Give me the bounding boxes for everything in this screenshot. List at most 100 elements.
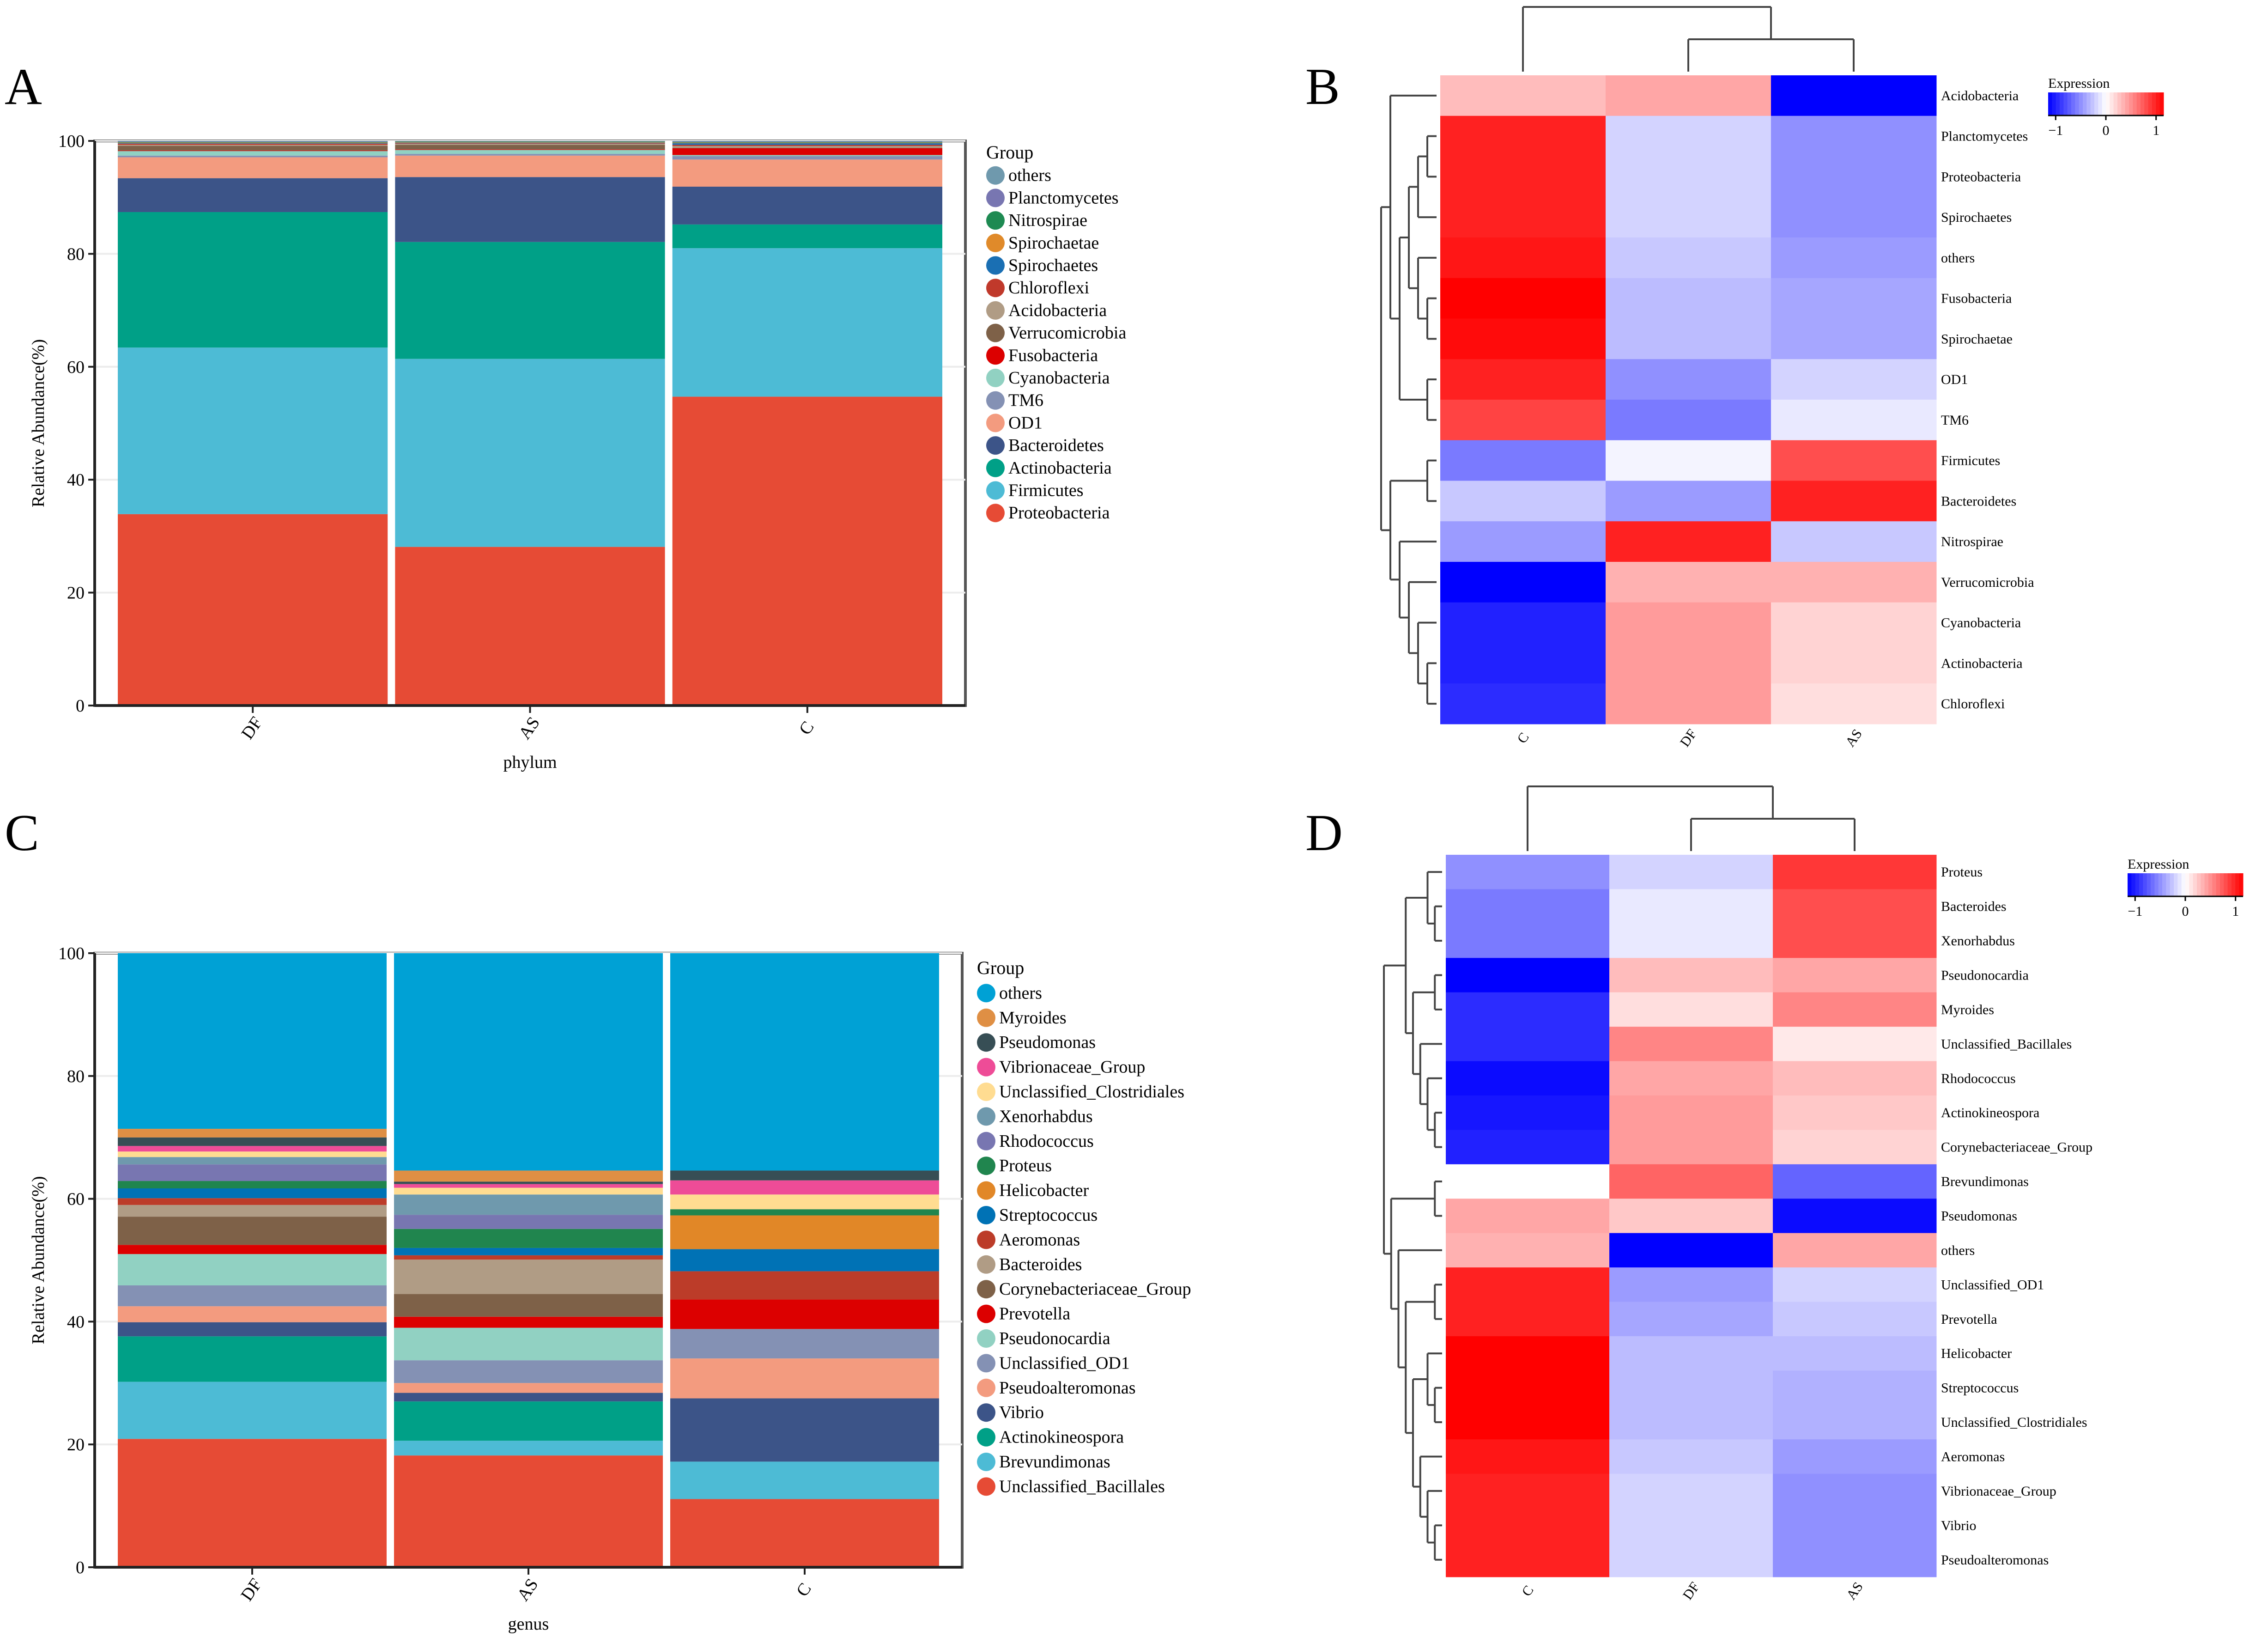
bar-segment-C-Unclassified_Clostridiales — [670, 1194, 939, 1210]
legend-label-Vibrionaceae_Group: Vibrionaceae_Group — [999, 1058, 1145, 1077]
legend-swatch-Nitrospirae — [986, 211, 1005, 230]
heatmap-legend-gradient-step — [2131, 873, 2136, 896]
heatmap-cell-Proteus-AS — [1773, 855, 1937, 889]
heatmap-legend-gradient-step — [2216, 873, 2220, 896]
bar-segment-AS-Streptococcus — [394, 1248, 663, 1255]
legend-swatch-Unclassified_OD1 — [977, 1354, 995, 1373]
legend-label-Acidobacteria: Acidobacteria — [1008, 301, 1107, 320]
heatmap-legend-gradient-step — [2075, 92, 2080, 116]
heatmap-cell-Rhodococcus-AS — [1773, 1061, 1937, 1096]
heatmap-legend-tick-label: 1 — [2153, 123, 2159, 138]
bar-segment-AS-Xenorhabdus — [394, 1194, 663, 1215]
bar-segment-DF-OD1 — [118, 157, 388, 178]
heatmap-cell-Bacteroidetes-AS — [1771, 481, 1937, 522]
row-label: others — [1941, 250, 1975, 266]
bar-segment-DF-Vibrionaceae_Group — [118, 1146, 387, 1152]
legend-swatch-Pseudonocardia — [977, 1329, 995, 1348]
bar-segment-C-Aeromonas — [670, 1271, 939, 1300]
row-label: Cyanobacteria — [1941, 615, 2021, 631]
heatmap-legend-gradient-step — [2159, 92, 2164, 116]
row-label: Actinobacteria — [1941, 656, 2023, 671]
bar-segment-DF-Cyanobacteria — [118, 151, 388, 156]
bar-segment-DF-Unclassified_Clostridiales — [118, 1151, 387, 1157]
bar-segment-AS-Rhodococcus — [394, 1215, 663, 1229]
bar-segment-DF-Chloroflexi — [118, 144, 388, 145]
row-label: Aeromonas — [1941, 1449, 2005, 1465]
bar-segment-AS-Chloroflexi — [395, 143, 665, 144]
heatmap-cell-Pseudoalteromonas-DF — [1609, 1542, 1773, 1577]
heatmap-cell-Vibrio-AS — [1773, 1508, 1937, 1543]
heatmap-cell-Actinobacteria-AS — [1771, 643, 1937, 684]
heatmap-cell-Unclassified_OD1-DF — [1609, 1267, 1773, 1302]
y-tick-label: 80 — [67, 1067, 85, 1086]
bar-segment-AS-Corynebacteriaceae_Group — [394, 1294, 663, 1317]
bar-segment-DF-Acidobacteria — [118, 145, 388, 146]
heatmap-legend-gradient-step — [2102, 92, 2106, 116]
row-label: Brevundimonas — [1941, 1174, 2029, 1189]
row-label: TM6 — [1941, 413, 1969, 428]
heatmap-cell-Spirochaetae-AS — [1771, 318, 1937, 359]
heatmap-legend-title: Expression — [2128, 857, 2189, 872]
legend-swatch-Myroides — [977, 1008, 995, 1027]
heatmap-cell-Unclassified_Clostridiales-DF — [1609, 1405, 1773, 1440]
heatmap-legend-gradient-step — [2098, 92, 2103, 116]
heatmap-legend-gradient-step — [2212, 873, 2217, 896]
heatmap-legend-gradient-step — [2185, 873, 2189, 896]
heatmap-cell-Acidobacteria-C — [1440, 75, 1606, 116]
bar-segment-AS-others — [394, 953, 663, 1171]
heatmap-cell-Unclassified_Bacillales-AS — [1773, 1027, 1937, 1062]
bar-segment-C-Unclassified_Bacillales — [670, 1499, 939, 1567]
bar-segment-C-Spirochaetes — [672, 143, 942, 145]
legend-label-Cyanobacteria: Cyanobacteria — [1008, 368, 1110, 388]
row-label: Proteobacteria — [1941, 169, 2021, 184]
heatmap-cell-Streptococcus-C — [1446, 1370, 1610, 1406]
legend-swatch-Xenorhabdus — [977, 1107, 995, 1126]
bar-segment-AS-Planctomycetes — [395, 141, 665, 142]
heatmap-cell-Cyanobacteria-DF — [1606, 602, 1771, 643]
legend-label-Actinokineospora: Actinokineospora — [999, 1428, 1124, 1447]
bar-segment-AS-Pseudonocardia — [394, 1327, 663, 1361]
bar-segment-DF-Pseudomonas — [118, 1137, 387, 1146]
heatmap-legend-gradient-step — [2224, 873, 2228, 896]
y-tick-label: 20 — [67, 1435, 85, 1454]
bar-segment-DF-Vibrio — [118, 1322, 387, 1337]
legend-swatch-Bacteroidetes — [986, 436, 1005, 455]
heatmap-cell-Bacteroides-AS — [1773, 889, 1937, 924]
heatmap-legend-gradient-step — [2208, 873, 2213, 896]
legend-swatch-Prevotella — [977, 1304, 995, 1323]
panel-letter-b: B — [1305, 58, 1340, 116]
bar-segment-C-Acidobacteria — [672, 146, 942, 148]
bar-segment-AS-Firmicutes — [395, 359, 665, 547]
heatmap-legend-gradient-step — [2174, 873, 2178, 896]
legend-swatch-Corynebacteriaceae_Group — [977, 1280, 995, 1299]
legend-label-Pseudomonas: Pseudomonas — [999, 1033, 1096, 1052]
heatmap-cell-Rhodococcus-C — [1446, 1061, 1610, 1096]
heatmap-cell-OD1-C — [1440, 359, 1606, 400]
legend-label-Aeromonas: Aeromonas — [999, 1230, 1080, 1249]
legend-label-others: others — [1008, 166, 1051, 185]
heatmap-cell-Proteus-DF — [1609, 855, 1773, 889]
heatmap-cell-Vibrionaceae_Group-C — [1446, 1473, 1610, 1509]
heatmap-cell-Aeromonas-DF — [1609, 1439, 1773, 1474]
heatmap-cell-OD1-AS — [1771, 359, 1937, 400]
heatmap-cell-Rhodococcus-DF — [1609, 1061, 1773, 1096]
row-label: Nitrospirae — [1941, 534, 2003, 549]
x-axis-title: genus — [508, 1614, 549, 1634]
panel-letter-c: C — [5, 804, 39, 862]
legend-swatch-Chloroflexi — [986, 279, 1005, 298]
heatmap-cell-Proteobacteria-DF — [1606, 156, 1771, 197]
bar-segment-AS-Brevundimonas — [394, 1441, 663, 1456]
bar-segment-AS-Pseudomonas — [394, 1181, 663, 1184]
heatmap-cell-Bacteroides-DF — [1609, 889, 1773, 924]
row-label: Unclassified_Bacillales — [1941, 1036, 2072, 1052]
panel-letter-a: A — [5, 58, 42, 116]
y-tick-label: 40 — [67, 470, 85, 490]
row-label: Bacteroides — [1941, 899, 2007, 914]
heatmap-cell-Unclassified_Clostridiales-AS — [1773, 1405, 1937, 1440]
legend-label-Helicobacter: Helicobacter — [999, 1181, 1089, 1200]
bar-segment-AS-TM6 — [395, 154, 665, 156]
heatmap-legend-gradient-step — [2128, 873, 2132, 896]
heatmap-legend-gradient-step — [2110, 92, 2114, 116]
bar-segment-DF-Pseudoalteromonas — [118, 1306, 387, 1322]
heatmap-cell-Pseudomonas-C — [1446, 1199, 1610, 1234]
